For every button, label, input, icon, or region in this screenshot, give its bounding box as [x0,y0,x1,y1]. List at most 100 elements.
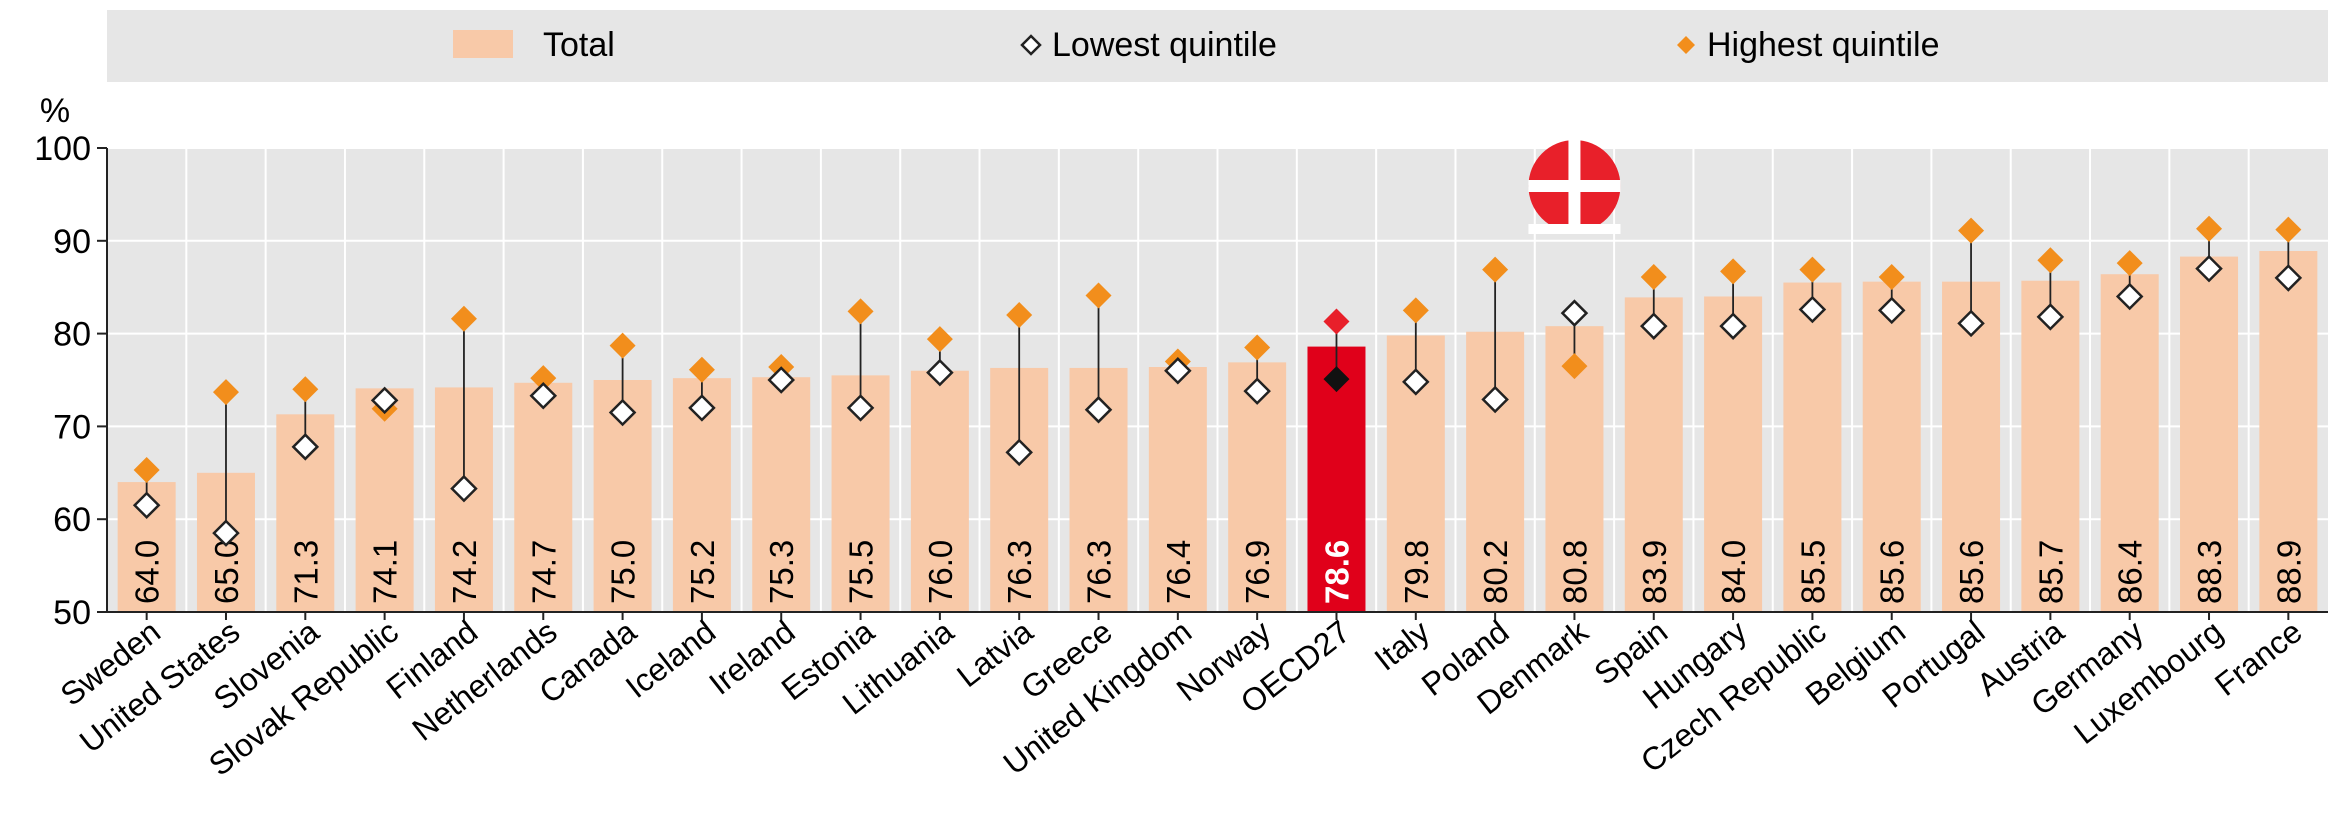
lowest-marker-germany [2115,282,2144,311]
value-label-greece: 76.3 [1081,540,1118,604]
lowest-marker-austria [2036,303,2065,331]
lowest-marker-belgium [1877,296,1906,325]
y-tick-label-70: 70 [53,408,91,446]
lowest-marker-latvia [1005,438,1033,467]
bar-lithuania [910,370,969,612]
value-label-canada: 75.0 [605,540,642,604]
highest-marker-germany [2116,250,2143,277]
lowest-marker-iceland [688,394,716,422]
value-label-italy: 79.8 [1398,540,1435,604]
highest-marker-sweden [133,457,160,484]
lowest-marker-finland [450,474,478,503]
y-axis-unit-label: % [40,92,70,130]
lowest-marker-slovenia [291,433,320,461]
value-label-ireland: 75.3 [763,540,800,604]
value-label-lithuania: 76.0 [922,540,959,604]
value-label-united-kingdom: 76.4 [1160,540,1197,604]
lowest-marker-netherlands [529,382,558,410]
bar-netherlands [514,382,573,612]
legend-lowest-marker-icon [1020,34,1042,56]
lowest-marker-oecd27 [1323,366,1350,393]
value-label-finland: 74.2 [446,540,483,604]
lowest-marker-slovak-republic [370,386,399,415]
lowest-marker-sweden [132,491,161,520]
value-label-denmark: 80.8 [1556,540,1593,604]
bars [117,251,2318,612]
value-label-spain: 83.9 [1636,540,1673,604]
y-tick-label-60: 60 [53,501,91,539]
bar-spain [1624,297,1683,612]
lowest-marker-ireland [767,366,795,394]
highest-marker-greece [1085,282,1112,309]
bar-germany [2100,274,2159,612]
legend-highest-label: Highest quintile [1707,26,1939,64]
highest-marker-estonia [847,298,874,325]
value-label-united-states: 65.0 [208,540,245,604]
value-label-belgium: 85.6 [1874,540,1911,604]
lowest-marker-italy [1402,368,1430,396]
bar-slovak-republic [355,388,414,612]
lowest-marker-spain [1640,312,1668,340]
highest-marker-lithuania [926,326,953,353]
value-label-germany: 86.4 [2112,540,2149,604]
y-tick-label-100: 100 [34,130,91,168]
y-tick-label-50: 50 [53,594,91,632]
lowest-marker-luxembourg [2195,254,2223,283]
legend-highest-marker-icon [1677,36,1695,54]
highest-marker-austria [2037,247,2064,274]
bar-ireland [752,377,811,612]
lowest-marker-united-kingdom [1164,356,1192,385]
value-labels: 64.0 65.0 71.3 74.1 74.2 74.7 75.0 75.2 75.3 75.5… [129,540,2308,604]
value-label-iceland: 75.2 [684,540,721,604]
bar-hungary [1704,296,1763,612]
lowest-marker-denmark [1560,299,1589,327]
lowest-marker-poland [1481,385,1509,414]
legend-total-label: Total [543,26,615,64]
bar-france [2259,251,2318,612]
value-label-luxembourg: 88.3 [2191,540,2228,604]
value-label-latvia: 76.3 [1001,540,1038,604]
value-label-slovenia: 71.3 [287,540,324,604]
lowest-marker-canada [608,398,637,427]
category-label-france: France [2208,613,2309,703]
value-label-czech-republic: 85.5 [1794,540,1831,604]
highest-marker-netherlands [530,365,557,392]
value-label-austria: 85.7 [2032,540,2069,604]
lowest-marker-hungary [1719,312,1747,340]
highest-marker-czech-republic [1799,256,1826,283]
highest-marker-hungary [1720,258,1747,285]
lowest-marker-norway [1243,377,1271,405]
highest-marker-iceland [688,356,715,383]
highest-marker-italy [1402,297,1429,324]
value-label-portugal: 85.6 [1953,540,1990,604]
lowest-marker-greece [1084,395,1113,424]
highest-marker-united-states [212,379,239,406]
markers [132,215,2303,547]
y-tick-label-80: 80 [53,316,91,354]
highest-marker-latvia [1006,302,1033,329]
highest-marker-spain [1640,263,1667,290]
highest-marker-canada [609,332,636,359]
y-tick-label-90: 90 [53,223,91,261]
highest-marker-oecd27 [1323,308,1350,335]
bar-belgium [1862,281,1921,612]
bar-luxembourg [2180,256,2239,612]
legend: Total Lowest quintile Highest quintile [107,10,2328,82]
value-label-netherlands: 74.7 [525,540,562,604]
denmark-badge [1528,140,1621,234]
value-label-estonia: 75.5 [843,540,880,604]
y-axis: 50 60 70 80 90 100 [34,130,108,632]
category-label-iceland: Iceland [619,613,722,705]
lowest-marker-portugal [1957,309,1985,338]
lowest-marker-united-states [212,519,240,547]
badge-base-strip [1528,224,1621,234]
highest-marker-finland [450,305,477,332]
value-label-norway: 76.9 [1239,540,1276,604]
value-label-hungary: 84.0 [1715,540,1752,604]
value-label-slovak-republic: 74.1 [367,540,404,604]
lowest-marker-lithuania [926,358,954,387]
highest-marker-luxembourg [2196,215,2223,242]
badge-cross-vertical [1568,140,1581,232]
value-label-sweden: 64.0 [129,540,166,604]
